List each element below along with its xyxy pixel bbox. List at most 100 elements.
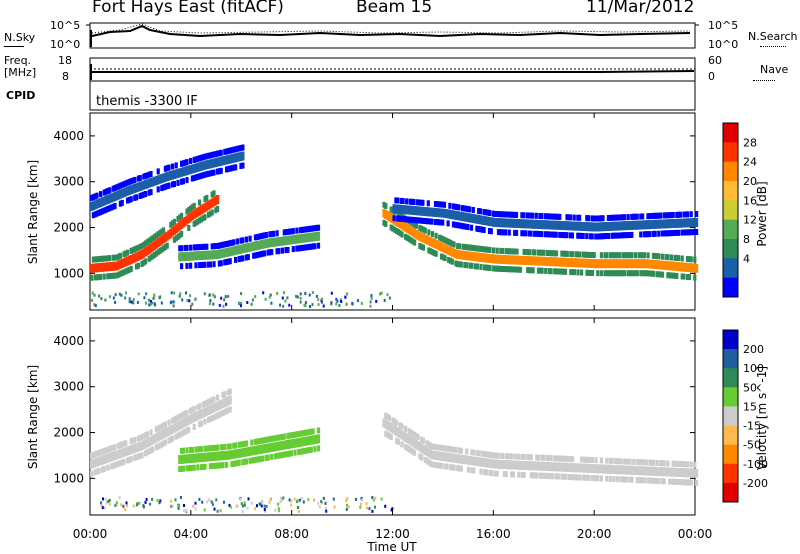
range-cell [456, 243, 460, 250]
range-cell [95, 274, 99, 281]
range-cell [414, 206, 418, 216]
range-cell [450, 210, 454, 220]
range-cell [460, 223, 465, 230]
range-cell [430, 218, 434, 225]
range-cell [554, 455, 559, 462]
range-cell [585, 215, 589, 222]
range-cell [239, 163, 243, 169]
colorbar-tick-label: 12 [743, 214, 757, 227]
range-cell [277, 434, 281, 441]
range-cell [520, 219, 524, 229]
range-cell [668, 467, 672, 477]
range-cell [118, 442, 122, 449]
range-cell [687, 263, 691, 273]
range-cell [628, 458, 632, 465]
range-cell [97, 274, 101, 281]
range-cell [637, 459, 641, 466]
range-cell [520, 460, 524, 470]
range-cell [624, 221, 628, 231]
range-cell [682, 229, 686, 236]
range-cell [677, 461, 681, 467]
range-cell [447, 452, 451, 462]
range-cell [91, 212, 95, 219]
range-cell [270, 435, 274, 442]
nave-legend-line [753, 80, 775, 81]
range-cell [438, 241, 442, 251]
range-cell [430, 207, 434, 217]
range-cell [508, 266, 512, 273]
range-cell [225, 397, 229, 407]
range-cell [284, 451, 288, 458]
range-cell [118, 270, 122, 277]
range-cell [590, 215, 594, 222]
y-tick-label: 4000 [53, 129, 84, 143]
scatter-cell [185, 508, 188, 512]
range-cell [650, 477, 654, 484]
range-cell [510, 460, 514, 470]
range-cell [403, 205, 407, 215]
range-cell [306, 244, 310, 251]
scatter-cell [137, 292, 140, 296]
range-cell [447, 245, 451, 255]
range-cell [522, 219, 526, 229]
scatter-cell [213, 295, 216, 299]
range-cell [382, 418, 386, 428]
nsky-bottom-tick: 10^0 [50, 38, 81, 51]
velocity-ylabel: Slant Range [km] [26, 365, 40, 469]
range-cell [684, 218, 688, 228]
range-cell [598, 464, 602, 474]
range-cell [118, 182, 122, 189]
range-cell [492, 254, 496, 264]
range-cell [214, 451, 218, 461]
range-cell [666, 272, 670, 279]
range-cell [639, 270, 643, 277]
range-cell [477, 245, 481, 252]
range-cell [386, 420, 390, 430]
range-cell [210, 169, 214, 176]
range-cell [487, 217, 492, 226]
scatter-cell [158, 296, 161, 300]
range-cell [669, 467, 673, 477]
range-cell [594, 475, 598, 482]
range-cell [660, 260, 665, 270]
range-cell [293, 449, 297, 456]
range-cell [199, 446, 203, 453]
range-cell [115, 184, 119, 191]
range-cell [426, 200, 430, 207]
range-cell [99, 456, 103, 466]
range-cell [268, 443, 272, 453]
range-cell [414, 440, 418, 449]
range-cell [666, 460, 670, 467]
range-cell [156, 175, 160, 185]
range-cell [531, 472, 535, 479]
range-cell [311, 435, 315, 445]
range-cell [430, 461, 435, 468]
range-cell [199, 262, 203, 268]
range-cell [234, 146, 238, 153]
range-cell [510, 453, 514, 460]
scatter-cell [311, 291, 314, 294]
range-cell [216, 250, 220, 259]
range-cell [502, 218, 506, 228]
range-cell [457, 250, 462, 260]
range-cell [421, 226, 426, 233]
range-cell [421, 233, 426, 243]
range-cell [111, 254, 115, 261]
range-cell [439, 444, 444, 451]
range-cell [95, 457, 99, 467]
scatter-cell [126, 504, 128, 508]
range-cell [185, 262, 189, 269]
colorbar-swatch [723, 406, 738, 426]
scatter-cell [380, 497, 383, 501]
range-cell [210, 158, 214, 168]
range-cell [196, 251, 200, 261]
range-cell [605, 252, 609, 259]
colorbar-tick-label: 50 [743, 381, 757, 394]
range-cell [178, 168, 182, 178]
range-cell [261, 455, 265, 462]
range-cell [450, 464, 454, 471]
range-cell [619, 476, 623, 483]
range-cell [205, 250, 209, 260]
colorbar-swatch [723, 239, 738, 259]
range-cell [673, 229, 677, 236]
